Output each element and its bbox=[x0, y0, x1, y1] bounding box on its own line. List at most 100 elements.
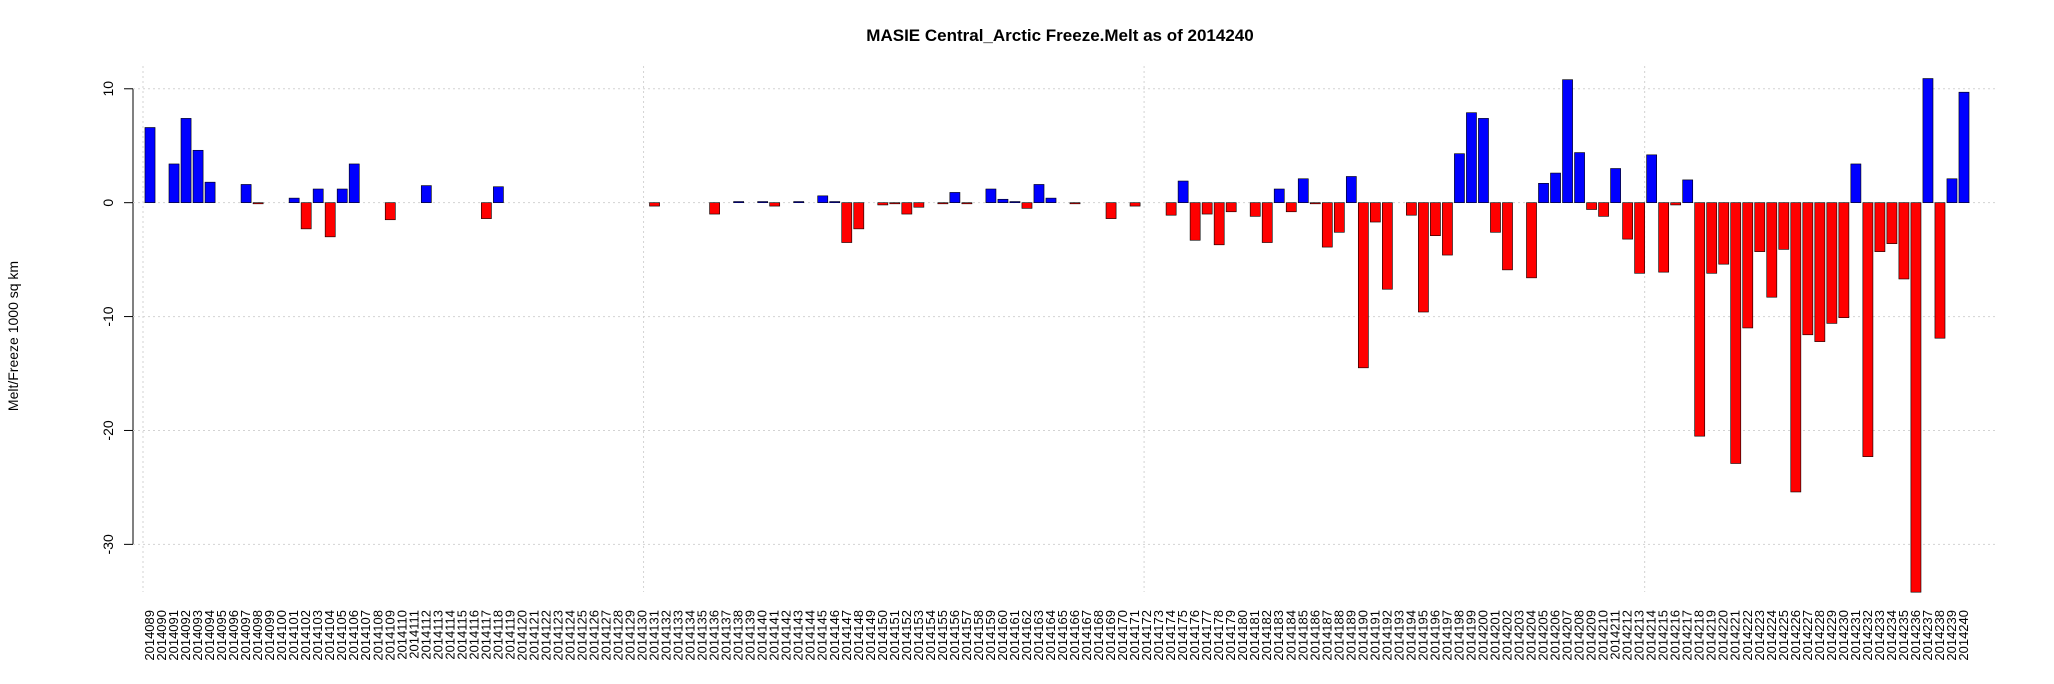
x-tick-label: 2014212 bbox=[1620, 610, 1635, 661]
bar bbox=[288, 197, 300, 203]
bar bbox=[817, 195, 829, 203]
x-tick-label: 2014202 bbox=[1499, 610, 1514, 661]
x-tick-label: 2014147 bbox=[839, 610, 854, 661]
bar bbox=[420, 185, 432, 203]
bar bbox=[1021, 202, 1033, 209]
x-tick-label: 2014191 bbox=[1367, 610, 1382, 661]
x-tick-label: 2014227 bbox=[1800, 610, 1815, 661]
x-tick-label: 2014221 bbox=[1728, 610, 1743, 661]
x-tick-label: 2014134 bbox=[683, 610, 698, 661]
bar bbox=[1261, 202, 1273, 243]
x-tick-label: 2014176 bbox=[1187, 610, 1202, 661]
x-tick-label: 2014237 bbox=[1920, 610, 1935, 661]
y-tick-label: 10 bbox=[100, 81, 116, 97]
x-tick-label: 2014090 bbox=[154, 610, 169, 661]
x-tick-label: 2014114 bbox=[442, 610, 457, 660]
bar bbox=[1946, 178, 1958, 203]
x-tick-label: 2014193 bbox=[1391, 610, 1406, 661]
bar bbox=[1598, 202, 1609, 217]
x-tick-label: 2014235 bbox=[1896, 610, 1911, 661]
x-tick-label: 2014111 bbox=[406, 610, 421, 659]
x-tick-label: 2014155 bbox=[935, 610, 950, 661]
bar bbox=[997, 198, 1009, 203]
x-tick-label: 2014096 bbox=[226, 610, 241, 661]
bar bbox=[1333, 202, 1345, 233]
x-tick-label: 2014182 bbox=[1259, 610, 1274, 661]
bar bbox=[757, 201, 769, 203]
x-tick-label: 2014225 bbox=[1776, 610, 1791, 661]
bar bbox=[1634, 202, 1645, 274]
bar bbox=[1045, 197, 1057, 203]
bar bbox=[829, 201, 841, 203]
x-tick-label: 2014234 bbox=[1884, 610, 1899, 661]
x-tick-label: 2014232 bbox=[1860, 610, 1875, 661]
bar bbox=[240, 184, 252, 203]
bar bbox=[1718, 202, 1730, 265]
x-tick-label: 2014169 bbox=[1103, 610, 1118, 661]
x-tick-label: 2014208 bbox=[1572, 610, 1587, 661]
x-tick-label: 2014164 bbox=[1043, 610, 1058, 661]
x-tick-label: 2014195 bbox=[1415, 610, 1430, 661]
bar bbox=[1105, 202, 1117, 219]
x-tick-label: 2014163 bbox=[1031, 610, 1046, 661]
bar bbox=[192, 149, 204, 203]
bar bbox=[336, 188, 348, 203]
bar bbox=[1165, 202, 1177, 216]
x-tick-label: 2014123 bbox=[550, 610, 565, 661]
bar bbox=[793, 201, 805, 203]
bar bbox=[1273, 188, 1285, 203]
bar bbox=[1694, 202, 1706, 437]
x-tick-label: 2014125 bbox=[574, 610, 589, 661]
x-tick-label: 2014132 bbox=[659, 610, 674, 661]
x-tick-label: 2014209 bbox=[1584, 610, 1599, 661]
bar bbox=[1370, 202, 1381, 223]
bar bbox=[324, 202, 336, 238]
bar bbox=[877, 202, 889, 206]
x-tick-label: 2014211 bbox=[1608, 610, 1623, 660]
bar bbox=[1297, 178, 1309, 203]
x-tick-label: 2014101 bbox=[286, 610, 301, 661]
x-tick-label: 2014107 bbox=[358, 610, 373, 661]
bar bbox=[1790, 202, 1802, 493]
bar bbox=[180, 118, 192, 203]
bar bbox=[1586, 202, 1597, 210]
bar bbox=[1622, 202, 1633, 240]
x-tick-label: 2014141 bbox=[767, 610, 782, 661]
bar bbox=[1562, 79, 1573, 203]
x-tick-label: 2014203 bbox=[1512, 610, 1527, 661]
x-tick-label: 2014093 bbox=[190, 610, 205, 661]
bar bbox=[1658, 202, 1670, 273]
x-tick-label: 2014159 bbox=[983, 610, 998, 661]
x-tick-label: 2014204 bbox=[1524, 610, 1539, 661]
x-tick-label: 2014231 bbox=[1848, 610, 1863, 661]
bar bbox=[853, 202, 865, 230]
x-tick-label: 2014186 bbox=[1307, 610, 1322, 661]
x-tick-label: 2014239 bbox=[1944, 610, 1959, 661]
bar bbox=[937, 202, 949, 205]
x-tick-label: 2014173 bbox=[1151, 610, 1166, 661]
x-tick-label: 2014136 bbox=[707, 610, 722, 661]
y-tick-label: -10 bbox=[100, 306, 116, 326]
x-tick-label: 2014229 bbox=[1824, 610, 1839, 661]
y-tick-label: -30 bbox=[100, 534, 116, 554]
bar bbox=[709, 202, 720, 215]
x-tick-label: 2014099 bbox=[262, 610, 277, 661]
x-tick-label: 2014145 bbox=[815, 610, 830, 661]
bar bbox=[649, 202, 660, 207]
x-tick-label: 2014120 bbox=[514, 610, 529, 661]
x-tick-label: 2014143 bbox=[791, 610, 806, 661]
bar bbox=[961, 202, 973, 205]
x-tick-label: 2014166 bbox=[1067, 610, 1082, 661]
x-tick-label: 2014226 bbox=[1788, 610, 1803, 661]
bar bbox=[1502, 202, 1513, 271]
x-tick-label: 2014192 bbox=[1379, 610, 1394, 661]
y-tick-label: -20 bbox=[100, 420, 116, 440]
x-tick-label: 2014089 bbox=[142, 610, 157, 661]
x-tick-label: 2014119 bbox=[502, 610, 517, 660]
x-tick-label: 2014108 bbox=[370, 610, 385, 661]
x-tick-label: 2014142 bbox=[779, 610, 794, 661]
bar bbox=[1129, 202, 1141, 207]
bar bbox=[1826, 202, 1838, 324]
bar bbox=[493, 186, 504, 203]
